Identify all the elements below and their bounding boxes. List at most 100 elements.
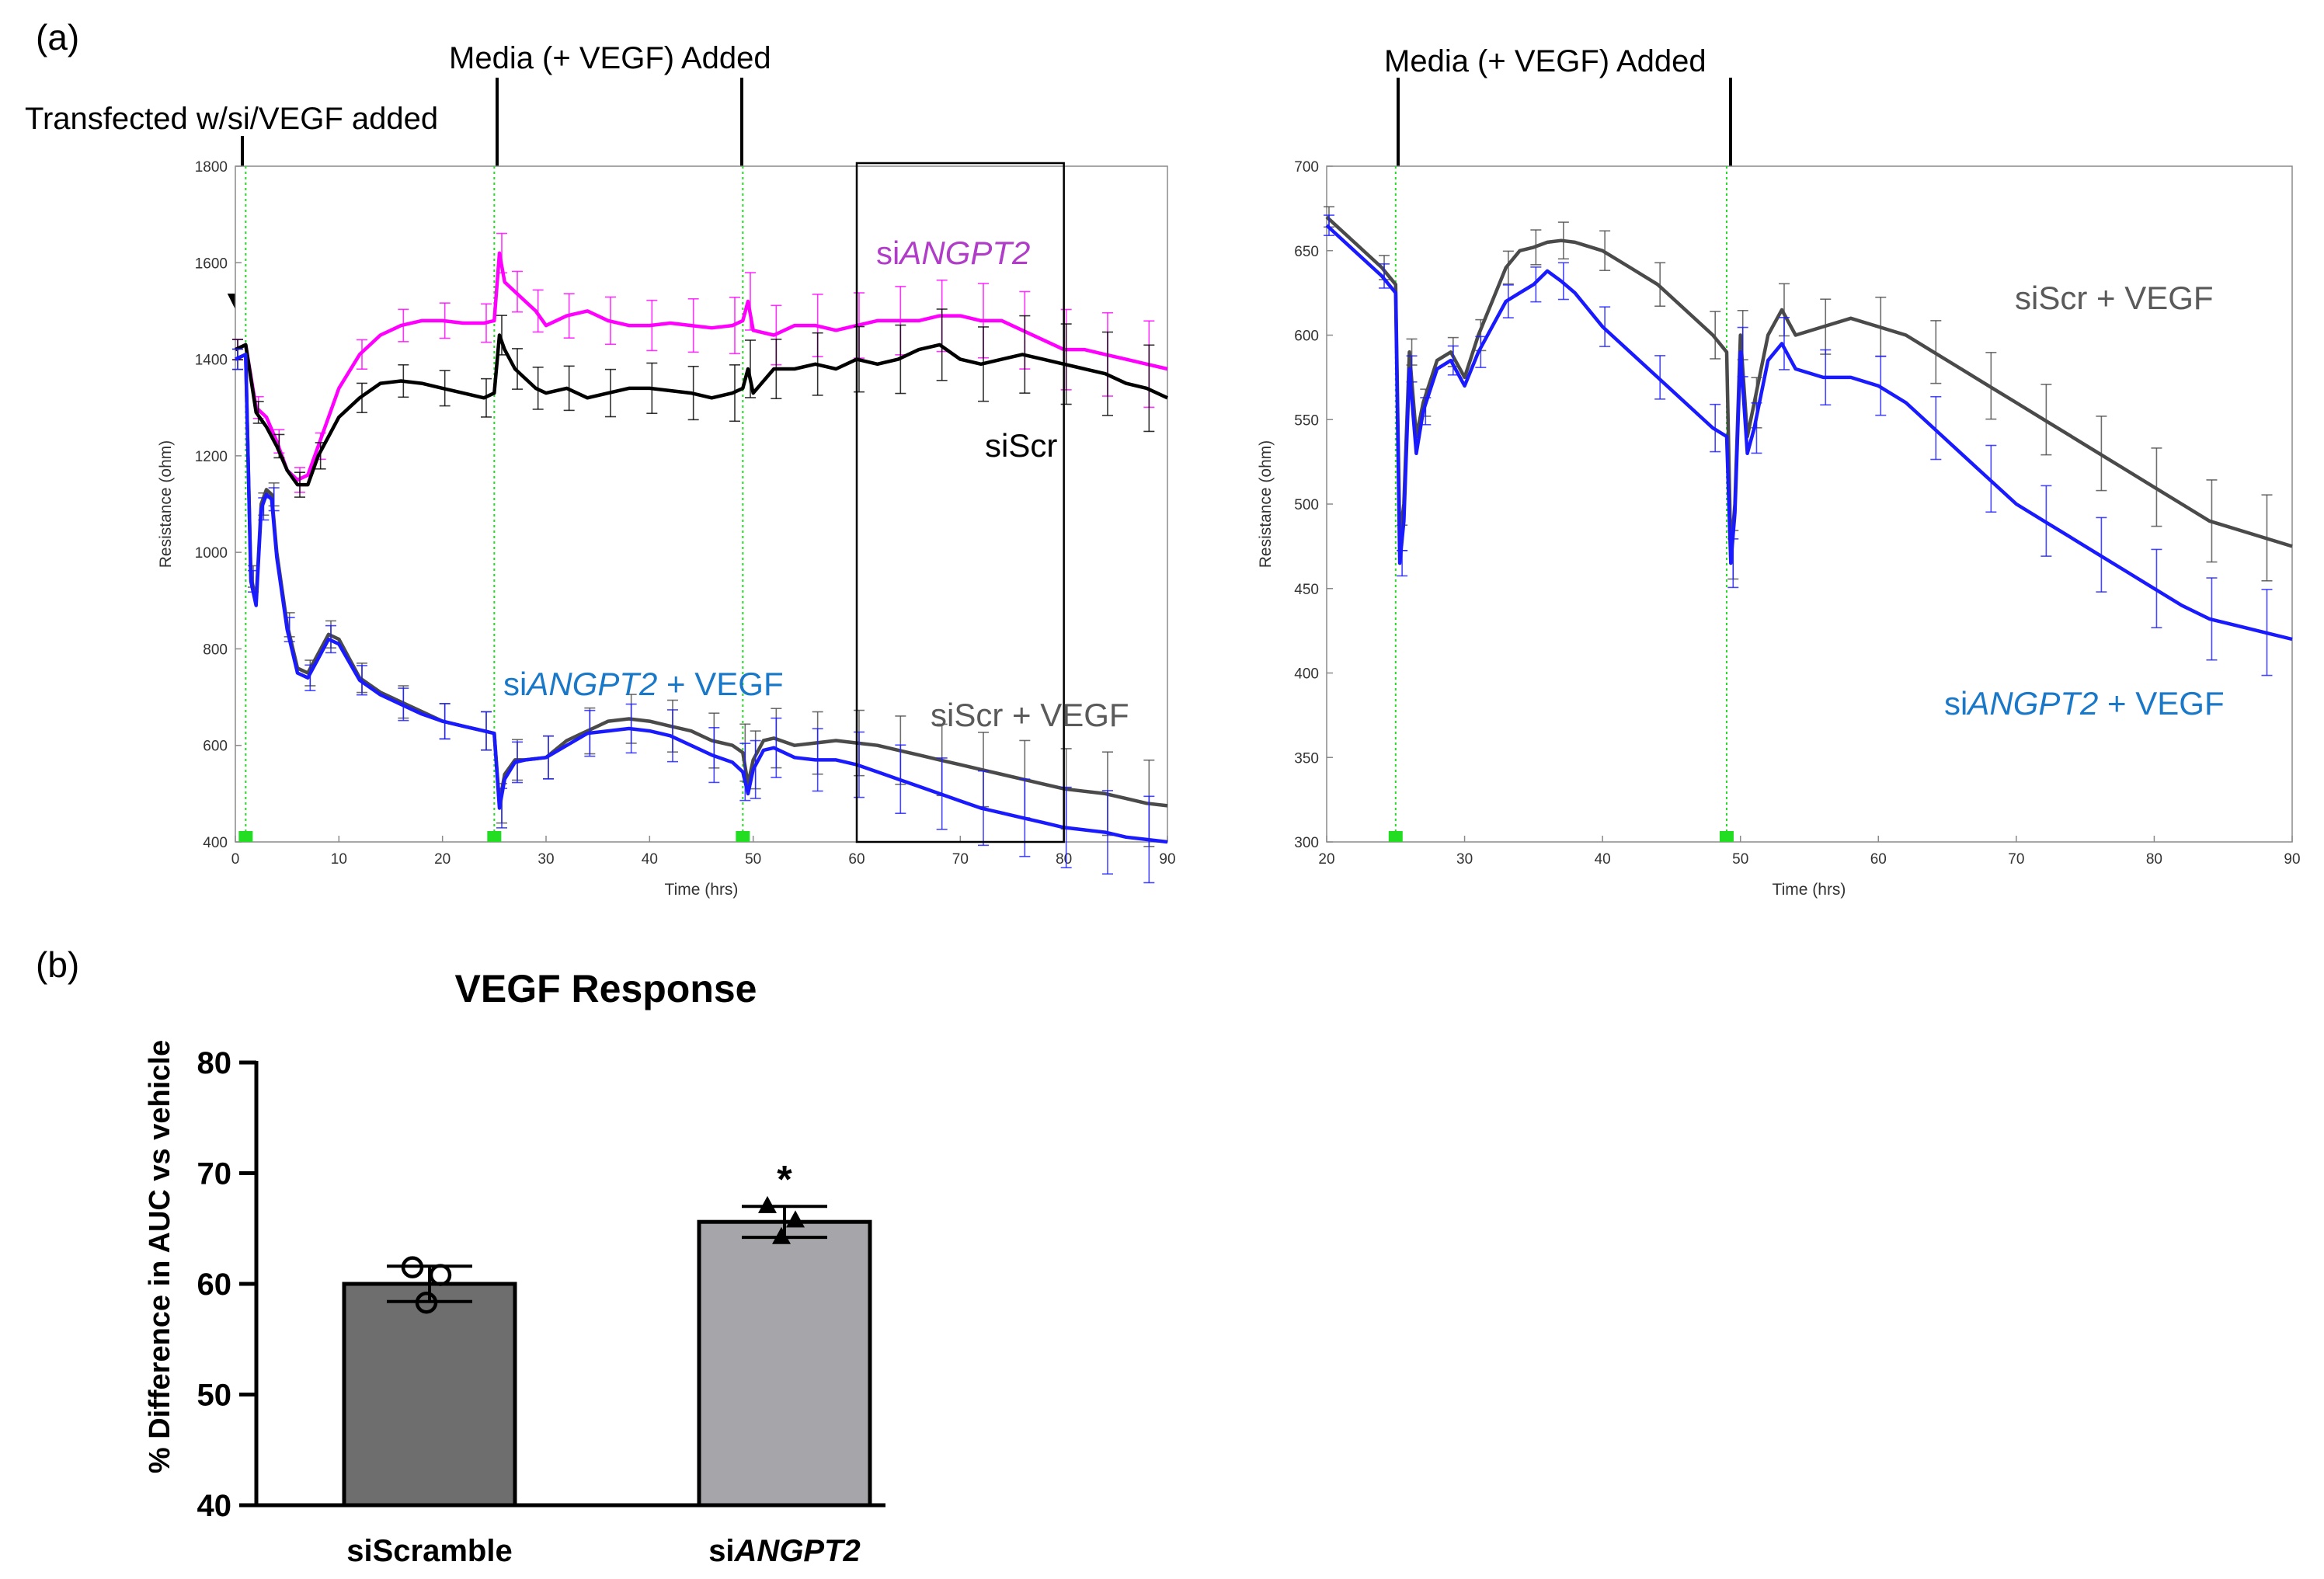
plot-a-left-xlabel: Time (hrs): [665, 881, 739, 899]
bar-y-tick-label: 60: [197, 1268, 232, 1302]
series-line-siANGPT2: [235, 251, 1168, 482]
media-added-annotation-2: Media (+ VEGF) Added: [1384, 44, 1706, 78]
bar-category-siANGPT2: siANGPT2: [708, 1534, 861, 1568]
bar-category-siANGPT2-prefix: si: [708, 1534, 734, 1568]
y-tick-label: 1800: [195, 159, 228, 176]
event-marker: [238, 831, 253, 842]
panel-label-b: (b): [36, 944, 79, 985]
series-siANGPT2_VEGF: [232, 348, 1168, 884]
label-siANGPT2-prefix: si: [876, 235, 899, 271]
y-tick-label: 550: [1294, 412, 1319, 429]
y-tick-label: 450: [1294, 582, 1319, 598]
series-siScr: [232, 308, 1168, 498]
plot-a-right: 20 30 40 50 60 70 80 90 300 350 400 450 500 550 600 650…: [1257, 159, 2301, 899]
label-siANGPT2-VEGF-left-italic: ANGPT2: [524, 666, 657, 702]
label-siANGPT2-VEGF-right-prefix: si: [1944, 685, 1967, 722]
bar-chart: 40 50 60 70 80 *: [197, 1046, 885, 1523]
significance-star: *: [777, 1157, 792, 1201]
x-tick-label: 30: [1456, 851, 1473, 868]
y-tick-label: 400: [1294, 666, 1319, 683]
plot-a-right-series: [1324, 206, 2293, 676]
x-tick-label: 20: [434, 851, 451, 868]
x-tick-label: 60: [848, 851, 865, 868]
plot-a-left-series: [232, 232, 1168, 884]
y-tick-label: 1000: [195, 545, 228, 562]
data-point-triangle: [758, 1195, 777, 1213]
event-marker: [1388, 831, 1403, 842]
x-tick-label: 70: [2008, 851, 2024, 868]
data-point-triangle: [772, 1226, 791, 1244]
highlight-box: [855, 162, 1065, 843]
plot-a-left-event-lines: [238, 166, 750, 842]
label-siANGPT2-VEGF-right-suffix: + VEGF: [2098, 685, 2224, 722]
plot-a-left-ticks: 0 10 20 30 40 50 60 70 80 90 400 600 800 1000 1200 1400…: [195, 159, 1176, 868]
series-line-siANGPT2_VEGF: [1325, 224, 2293, 642]
bar-siScramble: [342, 1282, 517, 1508]
series-siANGPT2_VEGF: [1324, 214, 2293, 676]
x-tick-label: 80: [1056, 851, 1072, 868]
y-tick-label: 1400: [195, 353, 228, 369]
plot-a-left-ylabel: Resistance (ohm): [157, 440, 175, 569]
label-siScr-VEGF-right: siScr + VEGF: [2015, 280, 2214, 316]
bar-siANGPT2: [697, 1219, 872, 1508]
data-point-triangle: [786, 1210, 805, 1228]
event-marker: [1719, 831, 1734, 842]
bar-chart-ylabel: % Difference in AUC vs vehicle: [144, 1040, 176, 1473]
y-tick-label: 400: [203, 835, 228, 851]
plot-a-left: 0 10 20 30 40 50 60 70 80 90 400 600 800 1000 1200 1400…: [157, 159, 1176, 899]
label-siANGPT2-VEGF-right-italic: ANGPT2: [1965, 685, 2098, 722]
y-tick-label: 600: [1294, 329, 1319, 345]
label-siANGPT2: siANGPT2: [876, 235, 1030, 271]
x-tick-label: 70: [952, 851, 969, 868]
x-tick-label: 90: [1159, 851, 1175, 868]
x-tick-label: 60: [1870, 851, 1887, 868]
bar-category-siANGPT2-italic: ANGPT2: [734, 1534, 861, 1568]
bar-y-tick-label: 50: [197, 1379, 232, 1413]
y-tick-label: 1600: [195, 256, 228, 272]
bar-chart-title: VEGF Response: [455, 967, 757, 1010]
plot-a-right-ylabel: Resistance (ohm): [1257, 440, 1275, 569]
bar-y-tick-label: 80: [197, 1046, 232, 1080]
x-tick-label: 90: [2284, 851, 2300, 868]
label-siANGPT2-VEGF-left-suffix: + VEGF: [657, 666, 783, 702]
label-siANGPT2-VEGF-left-prefix: si: [503, 666, 527, 702]
bar-category-siScramble: siScramble: [346, 1534, 512, 1568]
label-siANGPT2-italic: ANGPT2: [897, 235, 1030, 271]
y-tick-label: 1200: [195, 449, 228, 465]
plot-a-right-xlabel: Time (hrs): [1773, 881, 1846, 899]
x-tick-label: 40: [1595, 851, 1611, 868]
series-line-siScr_VEGF: [235, 353, 1168, 808]
label-siScr-VEGF-left: siScr + VEGF: [931, 697, 1129, 733]
bar-y-tick-label: 70: [197, 1157, 232, 1191]
y-tick-label: 650: [1294, 244, 1319, 260]
media-added-annotation-1: Media (+ VEGF) Added: [449, 41, 771, 75]
x-tick-label: 40: [642, 851, 658, 868]
data-point-circle: [429, 1264, 452, 1286]
plot-a-right-frame: [1326, 165, 2293, 843]
plot-a-left-frame: [235, 165, 1168, 843]
x-tick-label: 50: [1732, 851, 1748, 868]
data-point-circle: [415, 1291, 438, 1314]
x-tick-label: 20: [1318, 851, 1334, 868]
event-marker: [487, 831, 502, 842]
y-tick-label: 800: [203, 642, 228, 658]
x-tick-label: 50: [745, 851, 761, 868]
transfected-annotation: Transfected w/si/VEGF added: [25, 102, 438, 136]
x-tick-label: 10: [331, 851, 347, 868]
x-tick-label: 80: [2146, 851, 2162, 868]
y-tick-label: 300: [1294, 835, 1319, 851]
event-marker: [736, 831, 750, 842]
data-point-circle: [401, 1256, 424, 1278]
series-line-siANGPT2_VEGF: [235, 353, 1168, 844]
plot-a-right-event-lines: [1388, 166, 1734, 842]
y-tick-label: 600: [203, 739, 228, 755]
series-line-siScr: [235, 333, 1168, 487]
y-tick-label: 700: [1294, 159, 1319, 176]
x-tick-label: 30: [538, 851, 554, 868]
panel-label-a: (a): [36, 17, 79, 57]
plot-a-right-ticks: 20 30 40 50 60 70 80 90 300 350 400 450 500 550 600 650…: [1294, 159, 2300, 868]
label-siScr: siScr: [985, 427, 1057, 464]
y-tick-label: 500: [1294, 497, 1319, 513]
label-siANGPT2-VEGF-right: siANGPT2 + VEGF: [1944, 685, 2225, 722]
